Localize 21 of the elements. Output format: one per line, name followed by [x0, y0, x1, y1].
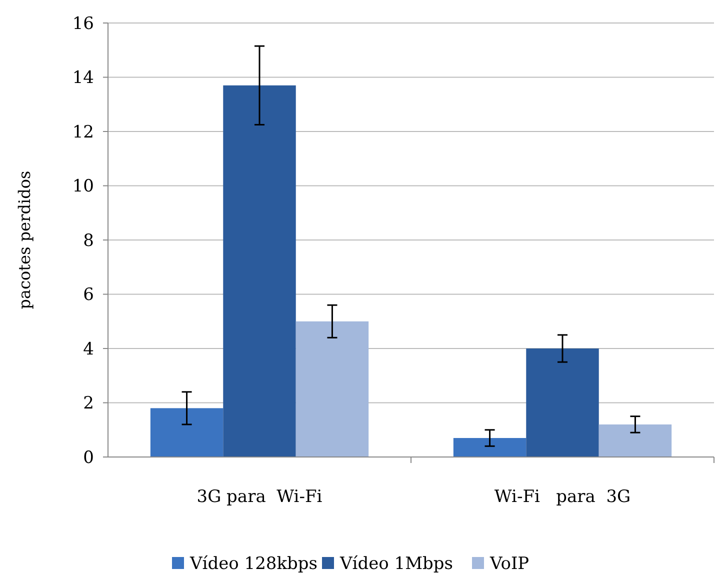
- y-tick-label: 10: [72, 176, 94, 197]
- legend-label: VoIP: [489, 554, 530, 574]
- y-tick-label: 2: [83, 394, 94, 414]
- bar: [598, 424, 672, 457]
- y-tick-label: 6: [83, 285, 94, 306]
- y-tick-label: 12: [72, 122, 94, 142]
- x-tick-label: Wi-Fi para 3G: [494, 487, 631, 507]
- bar: [223, 85, 296, 457]
- legend-label: Vídeo 128kbps: [189, 554, 318, 574]
- y-tick-label: 8: [83, 230, 94, 251]
- y-tick-label: 4: [83, 339, 94, 360]
- legend-label: Vídeo 1Mbps: [339, 554, 454, 574]
- y-axis-title: pacotes perdidos: [15, 170, 34, 310]
- bar: [150, 408, 224, 457]
- bar: [453, 438, 526, 457]
- bar: [296, 321, 369, 457]
- y-tick-label: 14: [72, 68, 94, 88]
- x-tick-label: 3G para Wi-Fi: [196, 487, 323, 507]
- bar: [526, 348, 599, 457]
- y-tick-label: 0: [83, 448, 94, 468]
- y-tick-label: 16: [72, 14, 94, 34]
